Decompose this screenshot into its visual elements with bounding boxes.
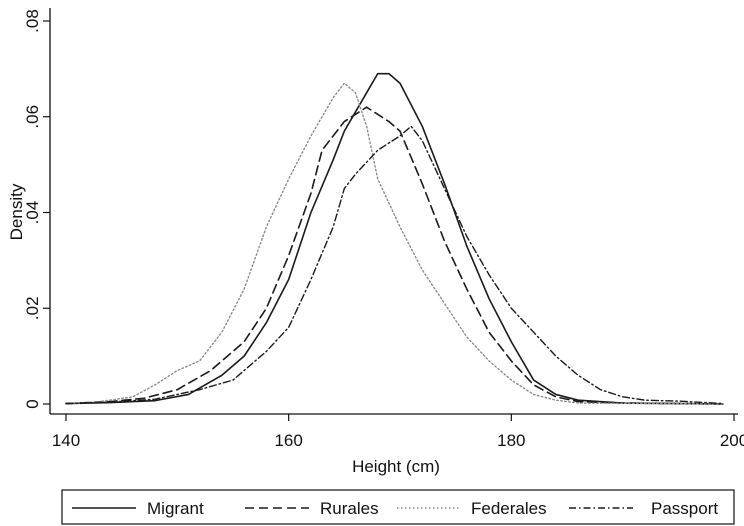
y-tick-label: .08 bbox=[23, 9, 42, 33]
y-tick-label: 0 bbox=[23, 399, 42, 408]
y-tick-label: .04 bbox=[23, 201, 42, 225]
series-line-migrant bbox=[65, 72, 724, 405]
legend-layer: Migrant Rurales Federales Passport bbox=[61, 489, 735, 525]
axes-layer: 0 .02 .04 .06 .08 140 160 180 200 Height (cm) Dens… bbox=[7, 8, 744, 476]
y-axis-title: Density bbox=[7, 183, 26, 240]
y-tick-label: .02 bbox=[23, 296, 42, 320]
series-line-passport bbox=[65, 125, 724, 405]
x-tick-label: 140 bbox=[52, 431, 80, 450]
legend-label-passport: Passport bbox=[651, 499, 718, 518]
x-axis-title: Height (cm) bbox=[352, 457, 440, 476]
legend-box bbox=[61, 489, 735, 525]
legend-label-federales: Federales bbox=[471, 499, 547, 518]
x-tick-label: 200 bbox=[720, 431, 744, 450]
x-tick-label: 180 bbox=[497, 431, 525, 450]
legend-label-rurales: Rurales bbox=[320, 499, 379, 518]
x-tick-label: 160 bbox=[274, 431, 302, 450]
y-tick-label: .06 bbox=[23, 105, 42, 129]
legend-label-migrant: Migrant bbox=[147, 499, 204, 518]
series-line-rurales bbox=[65, 106, 724, 405]
series-line-federales bbox=[65, 82, 724, 405]
series-layer bbox=[65, 72, 724, 405]
